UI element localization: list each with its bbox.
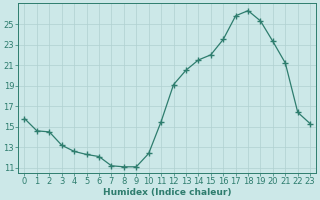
X-axis label: Humidex (Indice chaleur): Humidex (Indice chaleur) [103,188,232,197]
